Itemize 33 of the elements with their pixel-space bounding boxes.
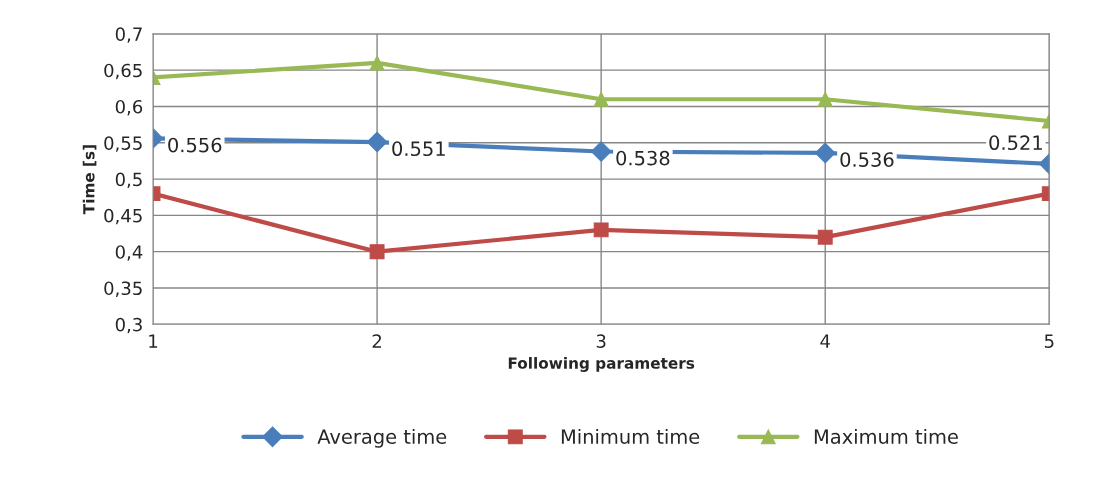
point bbox=[369, 55, 385, 71]
x-tick-label: 2 bbox=[372, 334, 382, 348]
y-tick-label: 0,3 bbox=[115, 317, 142, 334]
y-tick-label: 0,4 bbox=[115, 245, 143, 261]
x-tick-label: 3 bbox=[596, 334, 606, 348]
point bbox=[814, 142, 836, 164]
y-tick-label: 0,65 bbox=[104, 63, 142, 80]
y-tick-label: 0,5 bbox=[115, 172, 142, 189]
point bbox=[817, 91, 833, 107]
y-tick-label: 0,7 bbox=[115, 27, 142, 43]
y-tick-label: 0,55 bbox=[104, 136, 142, 152]
y-tick-label: 0,45 bbox=[104, 208, 142, 225]
legend-label: Minimum time bbox=[561, 428, 700, 444]
point bbox=[593, 91, 609, 107]
legend-label: Maximum time bbox=[814, 428, 958, 444]
point bbox=[593, 222, 609, 238]
data-label: 0.556 bbox=[168, 137, 222, 153]
point bbox=[590, 141, 612, 162]
x-tick-label: 1 bbox=[149, 334, 158, 348]
y-tick-label: 0,6 bbox=[115, 99, 143, 116]
point bbox=[817, 229, 833, 245]
y-tick-label: 0,35 bbox=[104, 281, 142, 297]
x-tick-label: 4 bbox=[820, 334, 830, 348]
point bbox=[369, 244, 385, 260]
legend-label: Average time bbox=[317, 428, 447, 448]
x-axis-title: Following parameters bbox=[508, 357, 695, 372]
data-label: 0.538 bbox=[616, 150, 670, 166]
x-tick-label: 5 bbox=[1044, 334, 1054, 348]
data-label: 0.521 bbox=[989, 135, 1042, 151]
y-axis-title: Time [s] bbox=[82, 145, 97, 215]
point bbox=[366, 131, 388, 153]
data-label: 0.551 bbox=[392, 141, 445, 157]
data-label: 0.536 bbox=[840, 152, 894, 167]
